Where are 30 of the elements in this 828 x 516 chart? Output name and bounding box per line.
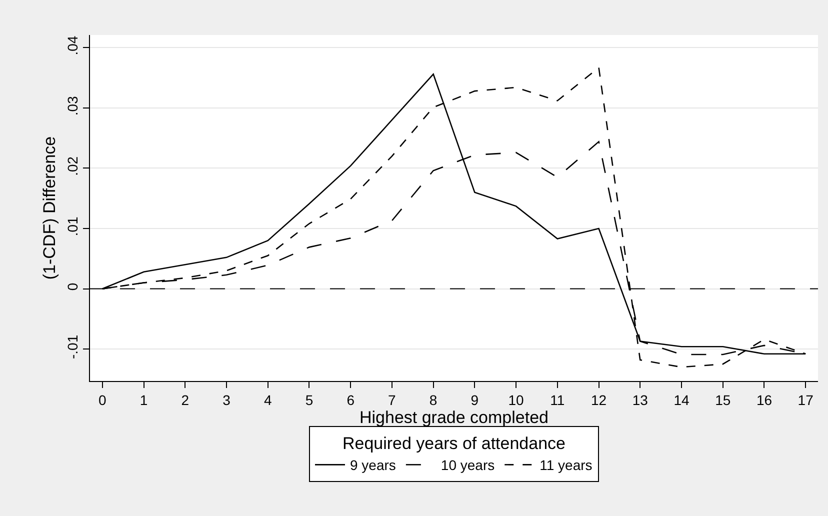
- x-tick-label: 10: [508, 392, 524, 408]
- x-tick-label: 12: [590, 392, 607, 408]
- y-tick-label: .01: [64, 216, 80, 236]
- x-tick-label: 16: [756, 392, 772, 408]
- legend-label: 9 years: [350, 457, 396, 474]
- x-tick-label: 11: [550, 392, 565, 408]
- x-tick-label: 17: [798, 392, 814, 408]
- y-tick-label: 0: [64, 282, 80, 291]
- x-tick-label: 1: [140, 392, 148, 408]
- y-tick-label: -.01: [64, 334, 80, 360]
- x-tick-label: 7: [388, 392, 396, 408]
- legend-label: 10 years: [440, 457, 495, 474]
- x-tick-label: 2: [181, 392, 190, 408]
- x-tick-label: 4: [264, 392, 272, 408]
- y-tick-label: .03: [64, 96, 80, 116]
- x-tick-label: 9: [470, 392, 479, 408]
- y-tick-label: .04: [64, 36, 80, 56]
- x-tick-label: 15: [715, 392, 731, 408]
- y-axis-title: (1-CDF) Difference: [40, 136, 59, 280]
- x-tick-label: 8: [429, 392, 438, 408]
- y-tick-label: .02: [64, 156, 80, 176]
- legend-title: Required years of attendance: [342, 434, 566, 454]
- x-tick-label: 5: [305, 392, 314, 408]
- x-tick-label: 6: [346, 392, 355, 408]
- x-tick-label: 14: [674, 392, 690, 408]
- x-axis-title: Highest grade completed: [359, 408, 549, 427]
- legend-label: 11 years: [540, 457, 592, 474]
- x-tick-label: 13: [632, 392, 648, 408]
- x-tick-label: 3: [222, 392, 231, 408]
- x-tick-label: 0: [98, 392, 107, 408]
